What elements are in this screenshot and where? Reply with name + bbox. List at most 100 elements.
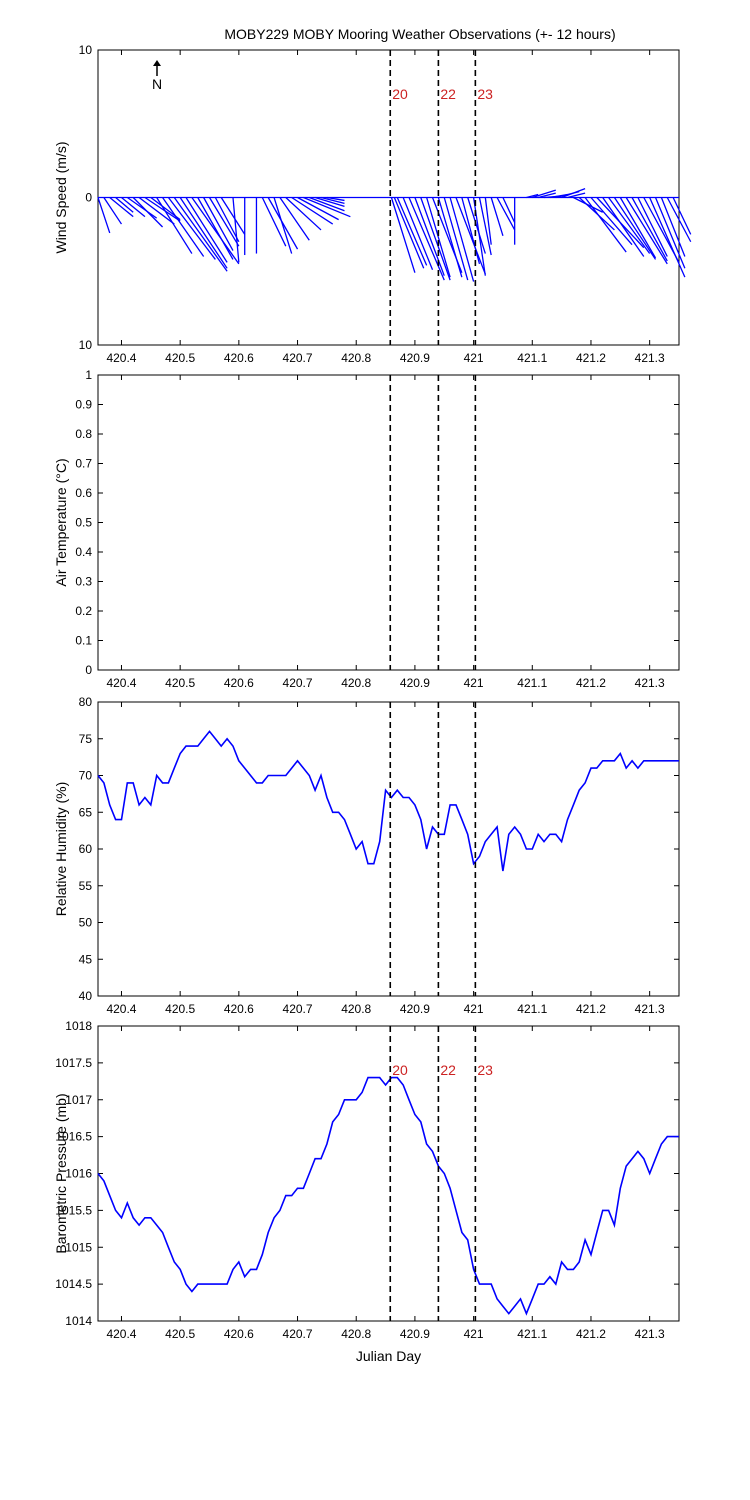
wind-vector xyxy=(326,196,345,202)
north-label: N xyxy=(152,76,162,92)
wind-vector xyxy=(561,188,586,199)
y-tick-label: 0.9 xyxy=(75,398,92,412)
wind-vector xyxy=(144,196,181,222)
wind-vector xyxy=(109,196,134,218)
y-tick-label: 80 xyxy=(79,695,93,709)
panel-1: 420.4 420.5 420.6 420.7 420.8 420.9 421 421.1 42… xyxy=(53,43,692,365)
x-tick-label: 421 xyxy=(464,1002,484,1016)
y-tick-label: 0 xyxy=(85,191,92,205)
wind-vector xyxy=(203,197,234,251)
x-tick-label: 421.3 xyxy=(635,351,665,365)
x-tick-label: 420.9 xyxy=(400,676,430,690)
y-tick-label: 1018 xyxy=(65,1019,92,1033)
y-axis-label: Barometric Pressure (mb) xyxy=(53,1093,69,1253)
y-tick-label: 1017 xyxy=(65,1093,92,1107)
x-tick-label: 420.7 xyxy=(283,351,313,365)
wind-vector xyxy=(314,196,345,207)
wind-vector xyxy=(402,197,434,271)
wind-vector xyxy=(126,196,158,219)
y-tick-label: 60 xyxy=(79,842,93,856)
wind-vector xyxy=(279,197,310,241)
wind-vector xyxy=(567,192,586,199)
y-tick-label: 1015 xyxy=(65,1240,92,1254)
wind-vector xyxy=(461,197,481,265)
event-marker-label: 23 xyxy=(477,1062,493,1078)
wind-vector xyxy=(320,196,345,205)
wind-vector xyxy=(97,197,111,234)
north-arrow-head xyxy=(153,60,161,66)
wind-vector xyxy=(132,197,164,228)
wind-vector xyxy=(103,197,123,225)
wind-vector xyxy=(449,197,475,282)
wind-vector xyxy=(672,197,692,235)
x-tick-label: 420.8 xyxy=(341,1002,371,1016)
y-axis-label: Air Temperature (°C) xyxy=(53,458,69,586)
wind-vector xyxy=(267,197,299,250)
wind-vector xyxy=(285,197,322,231)
x-tick-label: 420.7 xyxy=(283,1002,313,1016)
event-marker-label: 23 xyxy=(477,86,493,102)
wind-vector xyxy=(396,197,428,266)
x-tick-label: 421.2 xyxy=(576,1002,606,1016)
y-tick-label: 1016 xyxy=(65,1167,92,1181)
wind-vector xyxy=(666,197,692,243)
wind-vector xyxy=(393,197,425,269)
y-tick-label: 1014.5 xyxy=(55,1277,92,1291)
wind-vector xyxy=(443,197,469,281)
y-tick-label: 75 xyxy=(79,732,93,746)
wind-vector xyxy=(631,197,668,262)
wind-vector xyxy=(162,197,205,257)
x-tick-label: 420.6 xyxy=(224,676,254,690)
wind-vector xyxy=(637,197,668,257)
wind-vector xyxy=(232,197,240,263)
wind-vector xyxy=(303,196,351,218)
wind-vector xyxy=(173,197,228,272)
wind-vector xyxy=(608,197,651,254)
y-tick-label: 10 xyxy=(79,338,93,352)
wind-vector xyxy=(526,193,539,199)
y-tick-label: 0.2 xyxy=(75,604,92,618)
y-axis-label: Wind Speed (m/s) xyxy=(53,141,69,253)
y-tick-label: 40 xyxy=(79,989,93,1003)
y-tick-label: 0.7 xyxy=(75,457,92,471)
y-tick-label: 0 xyxy=(85,663,92,677)
y-tick-label: 10 xyxy=(79,43,93,57)
wind-vector xyxy=(625,197,668,265)
event-marker-label: 20 xyxy=(392,86,408,102)
wind-vector xyxy=(115,197,134,213)
panel-3: 420.4 420.5 420.6 420.7 420.8 420.9 421 421.1 42… xyxy=(53,695,680,1016)
wind-vector xyxy=(420,197,451,281)
wind-vector xyxy=(261,197,287,247)
event-marker-label: 20 xyxy=(392,1062,408,1078)
wind-vector xyxy=(484,197,492,245)
x-tick-label: 421.3 xyxy=(635,1327,665,1341)
wind-vector xyxy=(309,196,345,212)
x-axis-label: Julian Day xyxy=(356,1348,421,1364)
wind-vector xyxy=(478,197,492,256)
x-tick-label: 421.1 xyxy=(517,676,547,690)
panel-2: 420.4 420.5 420.6 420.7 420.8 420.9 421 421.1 42… xyxy=(53,368,680,690)
wind-vector xyxy=(291,196,334,225)
event-marker-label: 22 xyxy=(440,1062,456,1078)
x-tick-label: 420.4 xyxy=(106,351,136,365)
panel-4: 420.4 420.5 420.6 420.7 420.8 420.9 421 421.1 42… xyxy=(53,1019,680,1364)
wind-vector xyxy=(613,197,657,260)
y-tick-label: 65 xyxy=(79,805,93,819)
y-tick-label: 0.5 xyxy=(75,516,92,530)
wind-vector xyxy=(220,197,246,235)
x-tick-label: 420.5 xyxy=(165,1327,195,1341)
wind-vector xyxy=(273,197,293,254)
wind-vector xyxy=(185,197,228,263)
y-tick-label: 55 xyxy=(79,879,93,893)
wind-vector xyxy=(654,197,686,269)
x-tick-label: 420.5 xyxy=(165,351,195,365)
x-tick-label: 420.6 xyxy=(224,1327,254,1341)
y-tick-label: 1 xyxy=(85,368,92,382)
x-tick-label: 421 xyxy=(464,351,484,365)
x-tick-label: 420.4 xyxy=(106,1327,136,1341)
x-tick-label: 420.7 xyxy=(283,1327,313,1341)
wind-vector xyxy=(584,197,627,253)
x-tick-label: 420.8 xyxy=(341,1327,371,1341)
x-tick-label: 421.1 xyxy=(517,1327,547,1341)
